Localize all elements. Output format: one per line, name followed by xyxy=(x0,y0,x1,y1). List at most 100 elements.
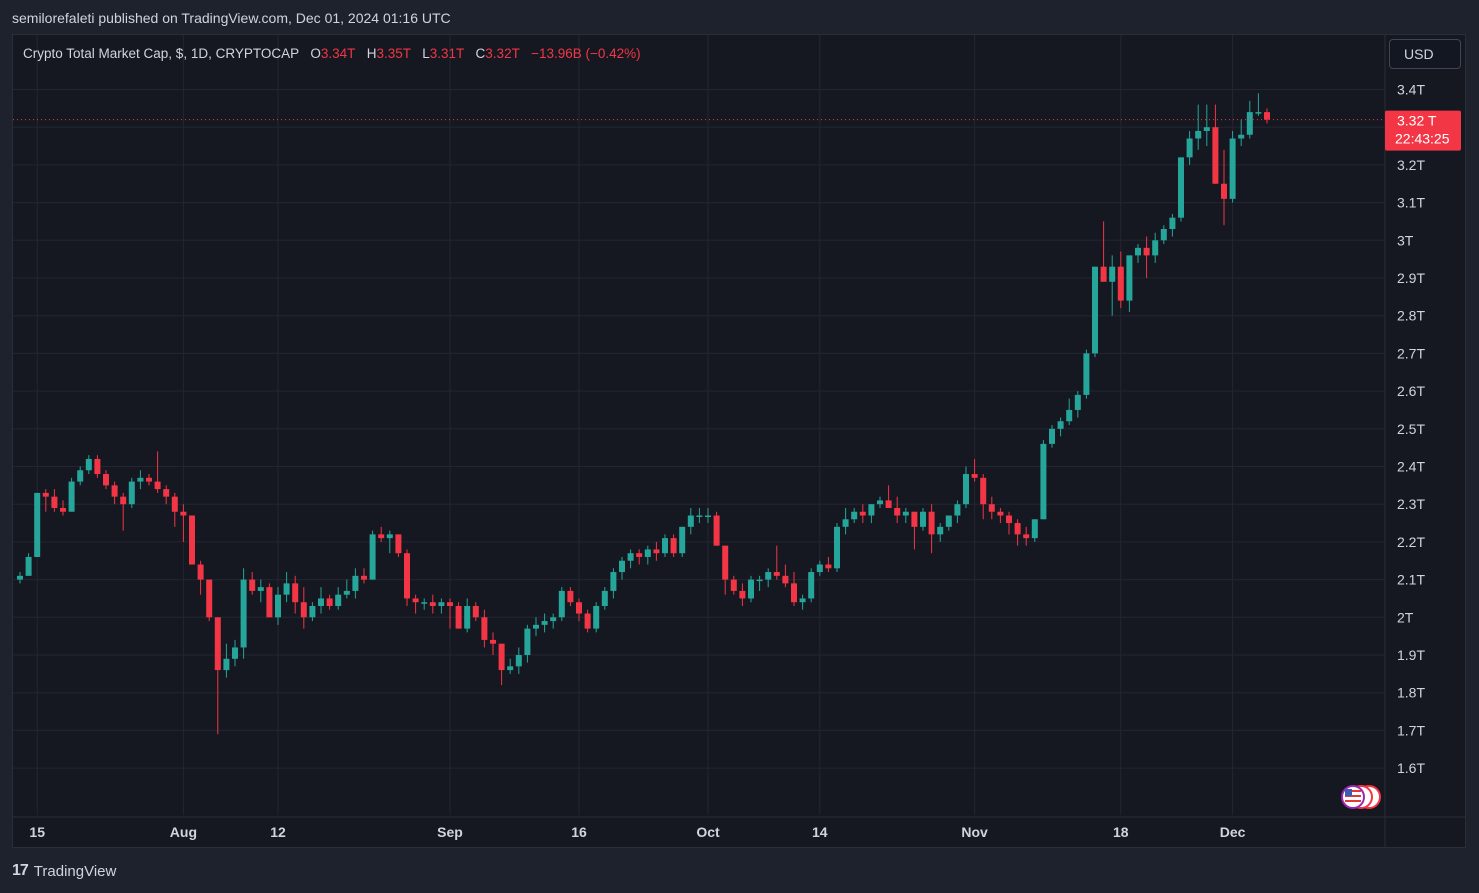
legend-open-value: 3.34T xyxy=(320,46,356,61)
candle-body xyxy=(1229,138,1236,199)
candle-body xyxy=(834,526,840,569)
candle-body xyxy=(782,575,789,584)
candle-body xyxy=(214,617,221,671)
flag-stripe-icon xyxy=(1345,800,1361,802)
currency-button[interactable]: USD xyxy=(1389,39,1461,69)
y-tick-label: 1.6T xyxy=(1397,760,1425,776)
candle-body xyxy=(438,602,445,606)
y-tick-label: 2.4T xyxy=(1397,459,1425,475)
candle-body xyxy=(1255,112,1262,114)
y-tick-label: 2.9T xyxy=(1397,270,1425,286)
legend-open-label: O xyxy=(310,46,321,61)
candle-body xyxy=(223,658,230,671)
candle-body xyxy=(111,485,118,497)
candle-body xyxy=(954,504,961,516)
candle-body xyxy=(421,602,428,604)
candle-body xyxy=(1238,134,1245,139)
candle-body xyxy=(662,538,668,554)
candle-body xyxy=(902,511,909,516)
candle-body xyxy=(1160,228,1167,241)
candle-body xyxy=(550,617,557,622)
candle-body xyxy=(1117,266,1124,301)
candle-body xyxy=(412,598,419,603)
candle-body xyxy=(335,594,342,606)
candle-body xyxy=(1178,157,1184,218)
x-tick-label: 14 xyxy=(812,824,828,840)
candle-body xyxy=(68,481,75,512)
y-tick-label: 2.5T xyxy=(1397,421,1425,437)
candle-body xyxy=(1195,130,1202,139)
candle-body xyxy=(395,534,402,554)
candle-body xyxy=(120,496,127,505)
published-line: semilorefaleti published on TradingView.… xyxy=(12,10,451,26)
candle-body xyxy=(636,553,643,557)
legend-low-value: 3.31T xyxy=(429,46,465,61)
plot-area xyxy=(13,35,1385,847)
candle-body xyxy=(1126,255,1133,301)
candle-body xyxy=(1143,247,1150,256)
candle-body xyxy=(773,572,780,576)
tradingview-logo[interactable]: 17 TradingView xyxy=(12,862,116,880)
x-tick-label: 15 xyxy=(29,824,45,840)
x-tick-label: Dec xyxy=(1220,824,1246,840)
candle-body xyxy=(851,511,858,520)
candlestick-chart[interactable]: 1.6T 1.7T 1.8T 1.9T 2T 2.1T 2.2T 2.3T 2.4T 2.5T 2.… xyxy=(13,35,1465,847)
candle-body xyxy=(1049,428,1055,444)
candle-body xyxy=(963,474,969,505)
candle-body xyxy=(1074,394,1081,410)
candle-body xyxy=(206,579,213,618)
price-tag xyxy=(1385,110,1461,151)
chart-panel[interactable]: 1.6T 1.7T 1.8T 1.9T 2T 2.1T 2.2T 2.3T 2.4T 2.5T 2.… xyxy=(12,34,1466,848)
candle-body xyxy=(77,470,84,482)
candle-body xyxy=(791,583,797,603)
candle-body xyxy=(498,643,505,671)
candle-body xyxy=(1186,138,1193,158)
candle-body xyxy=(877,500,883,505)
candle-body xyxy=(94,458,101,475)
candle-body xyxy=(1221,183,1227,199)
candle-body xyxy=(275,594,281,618)
y-tick-label: 3.1T xyxy=(1397,195,1425,211)
candle-body xyxy=(920,511,926,527)
candle-body xyxy=(472,605,479,618)
candle-body xyxy=(601,590,608,606)
candle-body xyxy=(558,590,565,618)
candle-body xyxy=(980,477,987,505)
y-tick-label: 2.7T xyxy=(1397,345,1425,361)
candle-body xyxy=(1152,240,1159,256)
candle-body xyxy=(1040,443,1047,520)
candle-body xyxy=(610,572,617,591)
candle-body xyxy=(447,602,453,606)
flag-canton-icon xyxy=(1345,789,1352,796)
candle-body xyxy=(705,515,711,518)
candle-body xyxy=(515,655,522,667)
candle-body xyxy=(361,575,367,580)
flag-stripe-icon xyxy=(1345,795,1361,797)
candle-body xyxy=(378,534,385,539)
candle-body xyxy=(541,621,548,625)
candle-body xyxy=(859,511,866,516)
candle-body xyxy=(51,496,58,508)
candle-body xyxy=(34,492,41,557)
y-tick-label: 2.8T xyxy=(1397,308,1425,324)
candle-body xyxy=(1057,421,1064,429)
candle-body xyxy=(1023,534,1030,539)
price-tag-value: 3.32 T xyxy=(1397,113,1437,129)
candle-body xyxy=(894,507,901,516)
candle-body xyxy=(189,515,195,565)
chart-legend: Crypto Total Market Cap, $, 1D, CRYPTOCA… xyxy=(23,46,641,61)
x-tick-label: Aug xyxy=(170,824,197,840)
candle-body xyxy=(1092,266,1098,354)
candle-body xyxy=(249,579,256,591)
x-tick-label: 18 xyxy=(1113,824,1129,840)
candle-body xyxy=(481,617,488,640)
candle-body xyxy=(352,575,359,591)
y-tick-label: 1.9T xyxy=(1397,647,1425,663)
candle-body xyxy=(1066,409,1073,422)
candle-body xyxy=(85,458,92,471)
candle-body xyxy=(1083,353,1090,395)
candle-body xyxy=(576,602,582,614)
candle-body xyxy=(1109,266,1116,282)
candle-body xyxy=(292,583,299,603)
flag-stripe-icon xyxy=(1345,790,1361,792)
